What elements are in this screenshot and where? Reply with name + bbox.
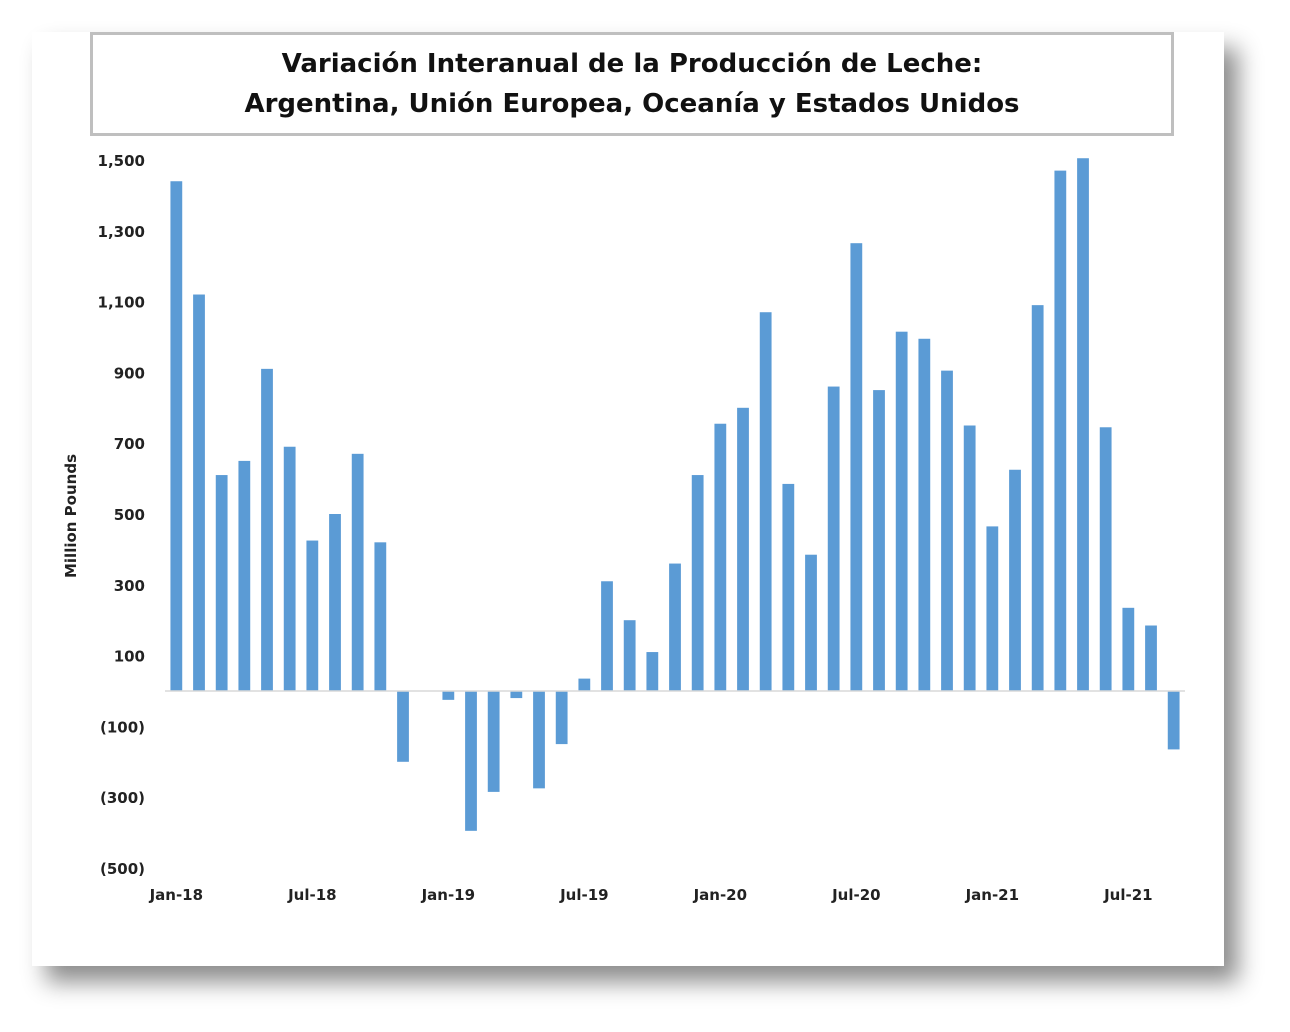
bar-Aug-18 xyxy=(329,514,341,691)
bar-Jun-19 xyxy=(555,691,568,745)
bar-Jun-21 xyxy=(1099,427,1112,691)
bar-Feb-20 xyxy=(737,407,749,691)
bar-Sep-20 xyxy=(895,331,908,691)
bar-Feb-19 xyxy=(465,691,477,831)
x-tick-label: Jan-20 xyxy=(693,886,747,904)
y-tick-label: 1,300 xyxy=(98,223,145,241)
y-axis-label: Million Pounds xyxy=(62,454,80,578)
bar-Oct-19 xyxy=(646,652,659,691)
bar-Nov-19 xyxy=(669,563,681,691)
y-tick-label: (500) xyxy=(100,860,145,878)
y-axis-ticks: 1,500 1,300 1,100 900 700 500 300 100 (100) (300)… xyxy=(98,152,145,878)
chart-title-line-2: Argentina, Unión Europea, Oceanía y Esta… xyxy=(244,89,1020,119)
y-tick-label: (300) xyxy=(100,789,145,807)
chart-card: Variación Interanual de la Producción de… xyxy=(32,32,1224,966)
bar-May-18 xyxy=(261,368,273,691)
bar-Mar-20 xyxy=(759,312,772,691)
y-tick-label: 300 xyxy=(114,577,145,595)
x-axis-ticks: Jan-18 Jul-18 Jan-19 Jul-19 Jan-20 Jul-20 Jan-… xyxy=(149,886,1153,904)
bar-Jul-20 xyxy=(850,243,863,691)
y-tick-label: 700 xyxy=(114,435,145,453)
x-tick-label: Jul-20 xyxy=(831,886,881,904)
bar-Oct-18 xyxy=(374,542,387,691)
x-tick-label: Jul-19 xyxy=(559,886,609,904)
bar-Mar-18 xyxy=(215,475,228,691)
x-tick-label: Jan-19 xyxy=(421,886,475,904)
bar-Jan-18 xyxy=(170,181,183,692)
bar-Apr-21 xyxy=(1054,170,1067,691)
bar-Jan-21 xyxy=(986,526,999,691)
bar-Nov-18 xyxy=(397,691,409,762)
bar-May-20 xyxy=(805,554,817,691)
bar-Mar-19 xyxy=(487,691,500,792)
bar-Jul-18 xyxy=(306,540,319,691)
bar-Sep-19 xyxy=(623,620,636,691)
x-tick-label: Jan-21 xyxy=(965,886,1019,904)
bar-Aug-19 xyxy=(601,581,613,691)
y-tick-label: 1,500 xyxy=(98,152,145,170)
bar-Feb-21 xyxy=(1009,469,1021,691)
bar-Apr-19 xyxy=(510,691,523,699)
bar-Jun-20 xyxy=(827,386,840,691)
y-tick-label: 100 xyxy=(114,648,145,666)
x-tick-label: Jul-18 xyxy=(287,886,337,904)
bar-May-19 xyxy=(533,691,545,789)
bar-Jan-19 xyxy=(442,691,455,700)
x-tick-label: Jul-21 xyxy=(1103,886,1153,904)
bar-Jun-18 xyxy=(283,446,296,691)
chart-title: Variación Interanual de la Producción de… xyxy=(90,32,1174,136)
bar-Feb-18 xyxy=(193,294,205,691)
y-tick-label: 500 xyxy=(114,506,145,524)
bar-Aug-21 xyxy=(1145,625,1157,691)
y-tick-label: (100) xyxy=(100,718,145,736)
bar-Apr-20 xyxy=(782,483,795,691)
bar-Nov-20 xyxy=(941,370,953,691)
bar-Jul-19 xyxy=(578,678,591,691)
bar-Oct-20 xyxy=(918,338,931,691)
bar-Jan-20 xyxy=(714,423,727,691)
y-tick-label: 900 xyxy=(114,364,145,382)
bar-Apr-18 xyxy=(238,460,251,691)
bar-Jul-21 xyxy=(1122,607,1135,691)
bar-Sep-18 xyxy=(351,453,364,691)
bars xyxy=(170,158,1180,831)
bar-Aug-20 xyxy=(873,390,885,691)
bar-May-21 xyxy=(1077,158,1089,692)
bar-Dec-20 xyxy=(963,425,976,691)
bar-Mar-21 xyxy=(1031,305,1044,691)
bar-Sep-21 xyxy=(1167,691,1180,750)
x-tick-label: Jan-18 xyxy=(149,886,203,904)
chart-title-line-1: Variación Interanual de la Producción de… xyxy=(281,49,983,79)
y-tick-label: 1,100 xyxy=(98,294,145,312)
bar-Dec-19 xyxy=(691,475,704,691)
